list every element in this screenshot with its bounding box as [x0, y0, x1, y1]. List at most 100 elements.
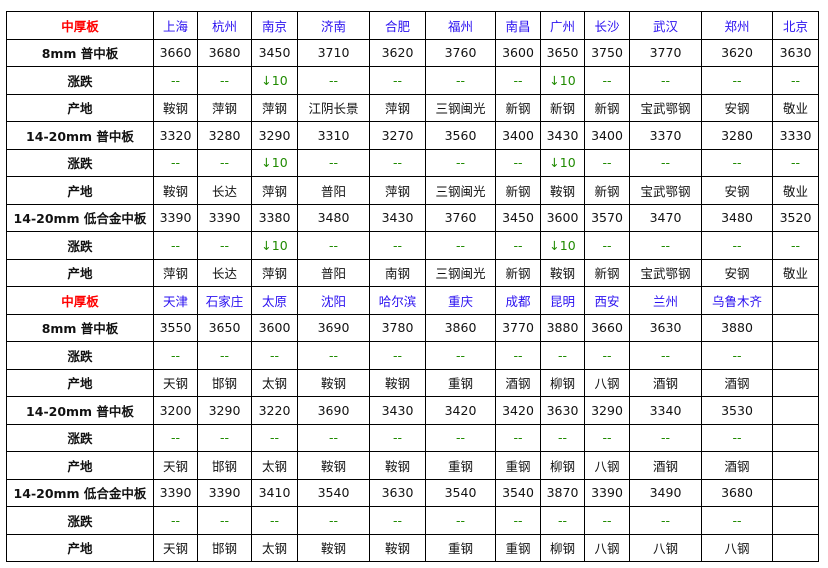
row-label: 涨跌	[6, 148, 154, 177]
origin-cell: 鞍钢	[369, 368, 426, 397]
price-cell: 3390	[197, 478, 252, 507]
price-cell: 3660	[153, 38, 198, 67]
price-cell: 3570	[584, 203, 630, 232]
change-cell: ↓10	[251, 231, 298, 260]
change-cell: --	[197, 148, 252, 177]
price-cell: 3630	[540, 396, 585, 425]
origin-cell	[772, 368, 819, 397]
price-cell: 3420	[425, 396, 496, 425]
change-cell: --	[297, 341, 370, 370]
change-cell: --	[297, 423, 370, 452]
change-cell: --	[584, 231, 630, 260]
city-header: 石家庄	[197, 286, 252, 315]
section-header-row: 中厚板 上海 杭州 南京 济南 合肥 福州 南昌 广州 长沙 武汉 郑州 北京	[6, 11, 819, 40]
price-cell: 3870	[540, 478, 585, 507]
origin-cell: 八钢	[701, 533, 773, 562]
price-cell: 3680	[197, 38, 252, 67]
change-cell: --	[540, 341, 585, 370]
change-cell: ↓10	[540, 231, 585, 260]
origin-cell	[772, 533, 819, 562]
price-cell: 3290	[251, 121, 298, 150]
origin-cell: 宝武鄂钢	[629, 258, 702, 287]
origin-cell: 宝武鄂钢	[629, 176, 702, 205]
change-cell: --	[701, 66, 773, 95]
origin-cell: 酒钢	[629, 368, 702, 397]
city-header: 杭州	[197, 11, 252, 40]
origin-cell: 鞍钢	[297, 451, 370, 480]
origin-cell: 鞍钢	[297, 368, 370, 397]
city-header	[772, 286, 819, 315]
change-cell: --	[772, 231, 819, 260]
origin-cell: 敬业	[772, 93, 819, 122]
change-cell: --	[369, 341, 426, 370]
price-cell	[772, 396, 819, 425]
origin-cell: 萍钢	[251, 258, 298, 287]
city-header: 沈阳	[297, 286, 370, 315]
origin-cell: 酒钢	[495, 368, 541, 397]
city-header: 昆明	[540, 286, 585, 315]
change-cell: --	[629, 231, 702, 260]
origin-cell: 萍钢	[251, 93, 298, 122]
change-cell: --	[772, 148, 819, 177]
city-header: 成都	[495, 286, 541, 315]
price-cell: 3690	[297, 396, 370, 425]
price-cell: 3320	[153, 121, 198, 150]
price-cell: 3710	[297, 38, 370, 67]
price-cell: 3220	[251, 396, 298, 425]
table-row-origin: 产地 鞍钢 长达 萍钢 普阳 萍钢 三钢闽光 新钢 鞍钢 新钢 宝武鄂钢 安钢 敬业	[6, 176, 819, 205]
table-row-change: 涨跌 -- -- -- -- -- -- -- -- -- -- --	[6, 341, 819, 370]
origin-cell: 新钢	[584, 176, 630, 205]
city-header: 天津	[153, 286, 198, 315]
origin-cell: 三钢闽光	[425, 258, 496, 287]
price-cell: 3540	[495, 478, 541, 507]
change-cell: --	[369, 506, 426, 535]
origin-cell: 太钢	[251, 368, 298, 397]
origin-cell: 敬业	[772, 258, 819, 287]
change-cell: --	[629, 506, 702, 535]
origin-cell: 鞍钢	[297, 533, 370, 562]
price-cell: 3880	[540, 313, 585, 342]
change-cell: ↓10	[251, 66, 298, 95]
origin-cell: 天钢	[153, 451, 198, 480]
origin-cell: 天钢	[153, 533, 198, 562]
change-cell: --	[297, 506, 370, 535]
city-header: 南昌	[495, 11, 541, 40]
row-label: 涨跌	[6, 506, 154, 535]
city-header: 哈尔滨	[369, 286, 426, 315]
change-cell: --	[251, 423, 298, 452]
city-header: 乌鲁木齐	[701, 286, 773, 315]
change-cell: --	[584, 148, 630, 177]
price-cell: 3540	[425, 478, 496, 507]
table-row-change: 涨跌 -- -- -- -- -- -- -- -- -- -- --	[6, 506, 819, 535]
price-cell: 3340	[629, 396, 702, 425]
change-cell: --	[153, 506, 198, 535]
origin-cell: 酒钢	[701, 451, 773, 480]
price-cell: 3660	[584, 313, 630, 342]
city-header: 郑州	[701, 11, 773, 40]
price-cell: 3540	[297, 478, 370, 507]
table-row-origin: 产地 天钢 邯钢 太钢 鞍钢 鞍钢 重钢 重钢 柳钢 八钢 八钢 八钢	[6, 533, 819, 562]
change-cell: --	[425, 66, 496, 95]
change-cell: --	[297, 148, 370, 177]
city-header: 北京	[772, 11, 819, 40]
table-row-price: 8mm 普中板 3660 3680 3450 3710 3620 3760 3600 3650 3…	[6, 38, 819, 67]
origin-cell: 重钢	[425, 533, 496, 562]
city-header: 合肥	[369, 11, 426, 40]
origin-cell: 八钢	[584, 451, 630, 480]
origin-cell: 新钢	[584, 93, 630, 122]
origin-cell: 新钢	[495, 176, 541, 205]
price-cell: 3620	[701, 38, 773, 67]
change-cell: --	[153, 423, 198, 452]
origin-cell: 柳钢	[540, 368, 585, 397]
change-cell: --	[584, 423, 630, 452]
origin-cell: 鞍钢	[540, 176, 585, 205]
change-cell: --	[584, 506, 630, 535]
price-cell: 3450	[495, 203, 541, 232]
city-header: 福州	[425, 11, 496, 40]
row-label: 涨跌	[6, 341, 154, 370]
price-cell: 3770	[629, 38, 702, 67]
change-cell: --	[701, 231, 773, 260]
row-label: 产地	[6, 451, 154, 480]
price-cell: 3380	[251, 203, 298, 232]
city-header: 兰州	[629, 286, 702, 315]
